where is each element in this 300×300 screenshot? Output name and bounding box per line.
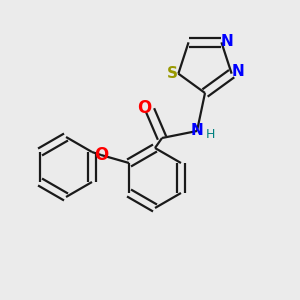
Text: N: N <box>221 34 234 49</box>
Text: N: N <box>231 64 244 79</box>
Text: S: S <box>167 66 178 81</box>
Text: H: H <box>205 128 215 142</box>
Text: O: O <box>94 146 108 164</box>
Text: N: N <box>190 124 203 139</box>
Text: O: O <box>137 99 151 117</box>
